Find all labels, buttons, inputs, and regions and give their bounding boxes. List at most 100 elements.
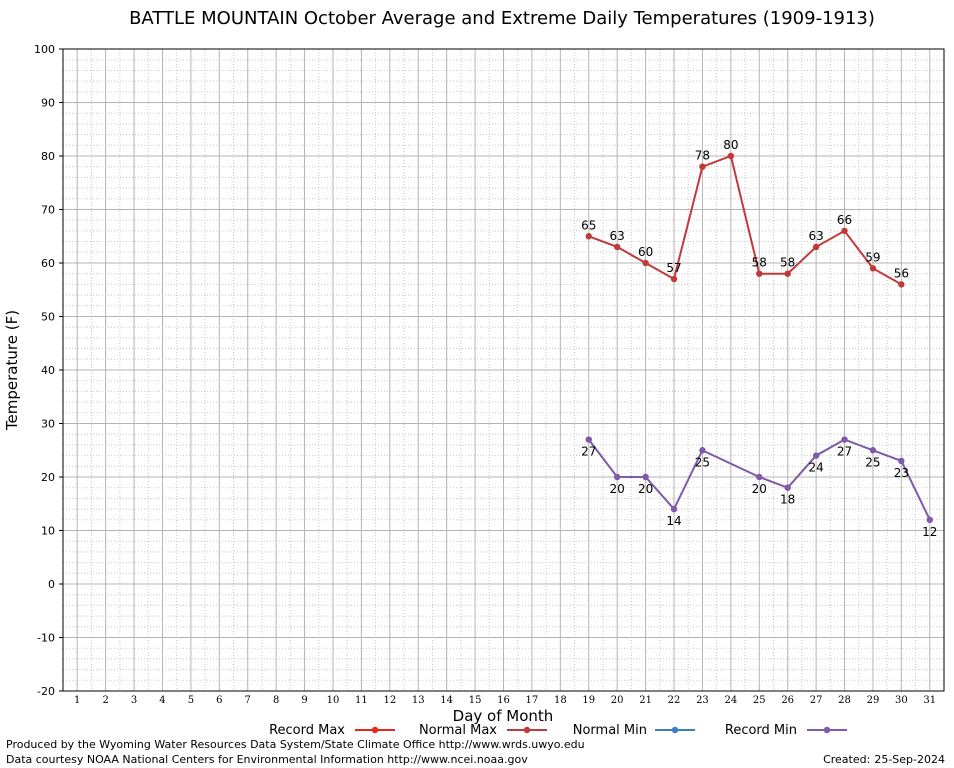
- data-label: 57: [666, 261, 681, 275]
- legend-label: Normal Max: [419, 723, 497, 738]
- data-label: 23: [894, 466, 909, 480]
- y-axis-label: Temperature (F): [3, 310, 21, 431]
- data-point: [869, 265, 877, 272]
- data-label: 27: [837, 445, 852, 459]
- data-label: 18: [780, 493, 795, 507]
- y-tick-label: 50: [41, 311, 55, 324]
- y-tick-label: 70: [41, 204, 55, 217]
- data-point: [898, 281, 905, 288]
- x-tick-label: 17: [526, 695, 539, 706]
- x-tick-label: 22: [668, 695, 681, 706]
- x-tick-label: 30: [895, 695, 908, 706]
- x-tick-label: 14: [440, 695, 453, 706]
- data-point: [841, 227, 848, 235]
- data-point: [869, 447, 877, 454]
- x-tick-label: 1: [74, 695, 80, 706]
- y-tick-label: -10: [37, 632, 55, 645]
- data-label: 20: [610, 482, 625, 496]
- data-point: [585, 436, 592, 443]
- data-label: 66: [837, 213, 852, 227]
- data-point: [898, 457, 905, 465]
- data-label: 65: [581, 218, 596, 232]
- data-label: 60: [638, 245, 653, 259]
- x-axis-ticks: 1 2 3 4 5 6 7 8 9 10 11 12 13 14 15 16 17 18 19 20 21 22 23 24 2…: [74, 695, 936, 706]
- y-tick-label: 60: [41, 257, 55, 270]
- data-label: 20: [638, 482, 653, 496]
- x-axis-label: Day of Month: [453, 707, 554, 725]
- data-label: 25: [865, 455, 880, 469]
- x-tick-label: 13: [412, 695, 425, 706]
- x-tick-label: 16: [497, 695, 510, 706]
- legend: Record Max Normal Max Normal Min Record Min: [269, 723, 847, 738]
- data-point: [812, 243, 820, 251]
- x-tick-label: 25: [753, 695, 766, 706]
- data-point: [784, 484, 791, 491]
- data-point: [926, 516, 933, 523]
- legend-item: Normal Min: [573, 723, 695, 738]
- credit-producer: Produced by the Wyoming Water Resources …: [6, 738, 585, 751]
- legend-swatch-marker: [671, 726, 679, 734]
- x-tick-label: 11: [355, 695, 368, 706]
- x-tick-label: 31: [923, 695, 936, 706]
- data-label: 63: [610, 229, 625, 243]
- x-tick-label: 18: [554, 695, 567, 706]
- x-tick-label: 26: [781, 695, 794, 706]
- data-point: [699, 447, 706, 454]
- x-tick-label: 29: [867, 695, 880, 706]
- data-point: [585, 233, 592, 240]
- data-point: [642, 259, 649, 267]
- data-label: 27: [581, 445, 596, 459]
- data-label: 20: [752, 482, 767, 496]
- x-tick-label: 27: [810, 695, 823, 706]
- x-tick-label: 10: [327, 695, 340, 706]
- legend-label: Record Max: [269, 723, 345, 738]
- created-date: Created: 25-Sep-2024: [819, 753, 945, 766]
- y-tick-label: 10: [41, 525, 55, 538]
- x-tick-label: 24: [724, 695, 737, 706]
- data-point: [727, 152, 735, 160]
- data-point: [613, 473, 621, 481]
- x-tick-label: 28: [838, 695, 851, 706]
- data-label: 56: [894, 266, 909, 280]
- created-value: 25-Sep-2024: [874, 753, 945, 766]
- data-label: 63: [808, 229, 823, 243]
- legend-label: Record Min: [725, 723, 797, 738]
- y-tick-label: -20: [37, 685, 55, 698]
- series-record-min: 27 20 20 14 25 20 18 24 27 25 23 12: [581, 436, 937, 539]
- data-point: [784, 270, 791, 277]
- data-label: 24: [808, 461, 823, 475]
- x-tick-label: 4: [159, 695, 165, 706]
- legend-item: Normal Max: [419, 723, 547, 738]
- data-point: [642, 473, 649, 481]
- data-label: 25: [695, 455, 710, 469]
- x-tick-label: 23: [696, 695, 709, 706]
- data-label: 14: [666, 514, 681, 528]
- y-tick-label: 100: [34, 43, 55, 56]
- data-point: [613, 243, 621, 251]
- y-tick-label: 80: [41, 150, 55, 163]
- series-normal-max: 65 63 60 57 78 80 58 58 63 66 59 56: [581, 138, 909, 288]
- x-tick-label: 6: [216, 695, 222, 706]
- data-label: 80: [723, 138, 738, 152]
- data-label: 58: [780, 256, 795, 270]
- y-axis-ticks: -20 -10 0 10 20 30 40 50 60 70 80 90 100: [34, 43, 63, 698]
- data-point: [756, 270, 763, 277]
- data-point: [670, 505, 678, 513]
- created-label: Created:: [823, 753, 871, 766]
- data-label: 59: [865, 250, 880, 264]
- data-label: 58: [752, 256, 767, 270]
- x-tick-label: 19: [582, 695, 595, 706]
- x-tick-label: 12: [383, 695, 396, 706]
- data-label: 12: [922, 525, 937, 539]
- y-tick-label: 40: [41, 364, 55, 377]
- legend-swatch-marker: [523, 726, 531, 734]
- x-tick-label: 20: [611, 695, 624, 706]
- legend-label: Normal Min: [573, 723, 647, 738]
- x-tick-label: 3: [131, 695, 137, 706]
- x-tick-label: 15: [469, 695, 482, 706]
- data-point: [670, 275, 678, 283]
- data-point: [756, 473, 763, 481]
- y-tick-label: 90: [41, 97, 55, 110]
- legend-swatch-marker: [823, 726, 831, 734]
